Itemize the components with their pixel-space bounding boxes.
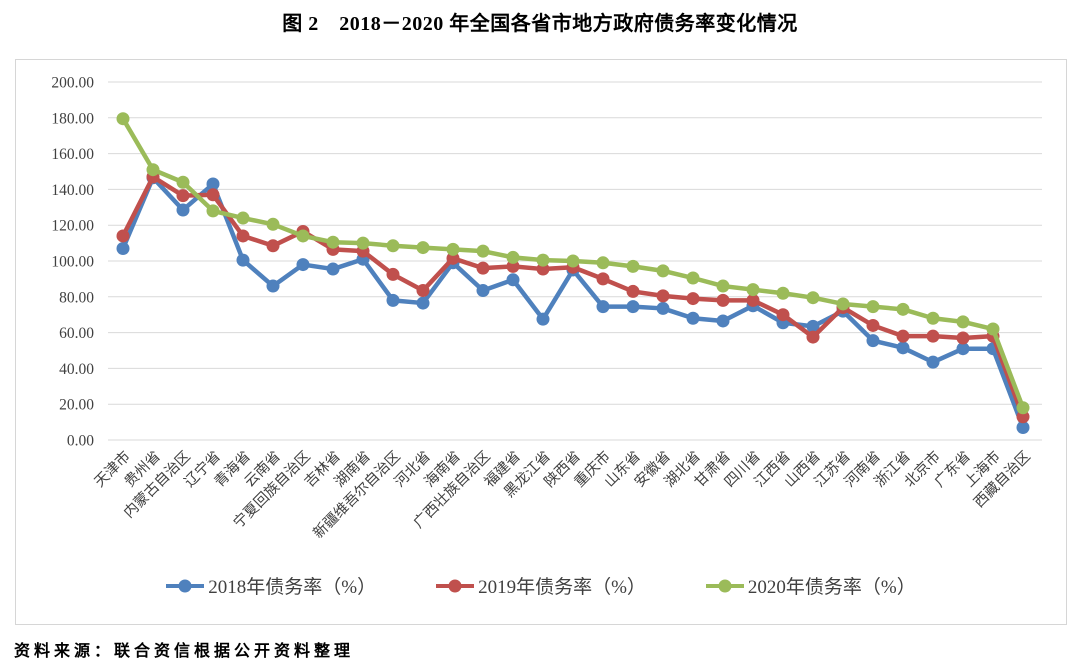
svg-text:40.00: 40.00: [59, 361, 94, 378]
legend-label-2020: 2020年债务率（%）: [747, 577, 916, 598]
legend-item-2019: 2019年债务率（%）: [436, 572, 646, 599]
legend-label-2018: 2018年债务率（%）: [208, 577, 377, 598]
figure-title: 图 2 2018－2020 年全国各省市地方政府债务率变化情况: [282, 13, 798, 35]
legend-item-2020: 2020年债务率（%）: [705, 572, 916, 599]
svg-text:200.00: 200.00: [51, 75, 94, 92]
svg-text:100.00: 100.00: [51, 254, 94, 271]
chart-area: 0.00 20.00 40.00 60.00 80.00 100.00 120.00 140.…: [15, 59, 1067, 625]
chart-legend: 2018年债务率（%） 2019年债务率（%） 2020年债务率（%）: [16, 572, 1066, 599]
svg-text:180.00: 180.00: [51, 110, 94, 127]
svg-text:80.00: 80.00: [59, 289, 94, 306]
svg-text:0.00: 0.00: [67, 433, 94, 450]
legend-label-2019: 2019年债务率（%）: [478, 577, 646, 598]
svg-text:140.00: 140.00: [51, 182, 94, 199]
legend-marker-2020-icon: [705, 579, 744, 592]
svg-text:160.00: 160.00: [51, 146, 94, 163]
svg-text:60.00: 60.00: [59, 325, 94, 342]
legend-marker-2018-icon: [166, 579, 205, 592]
svg-text:120.00: 120.00: [51, 218, 94, 235]
debt-ratio-line-chart: 0.00 20.00 40.00 60.00 80.00 100.00 120.00 140.…: [51, 75, 1042, 542]
svg-text:20.00: 20.00: [59, 397, 94, 414]
source-note: 资料来源：联合资信根据公开资料整理: [14, 643, 355, 660]
legend-marker-2019-icon: [436, 579, 475, 592]
legend-item-2018: 2018年债务率（%）: [166, 572, 376, 599]
